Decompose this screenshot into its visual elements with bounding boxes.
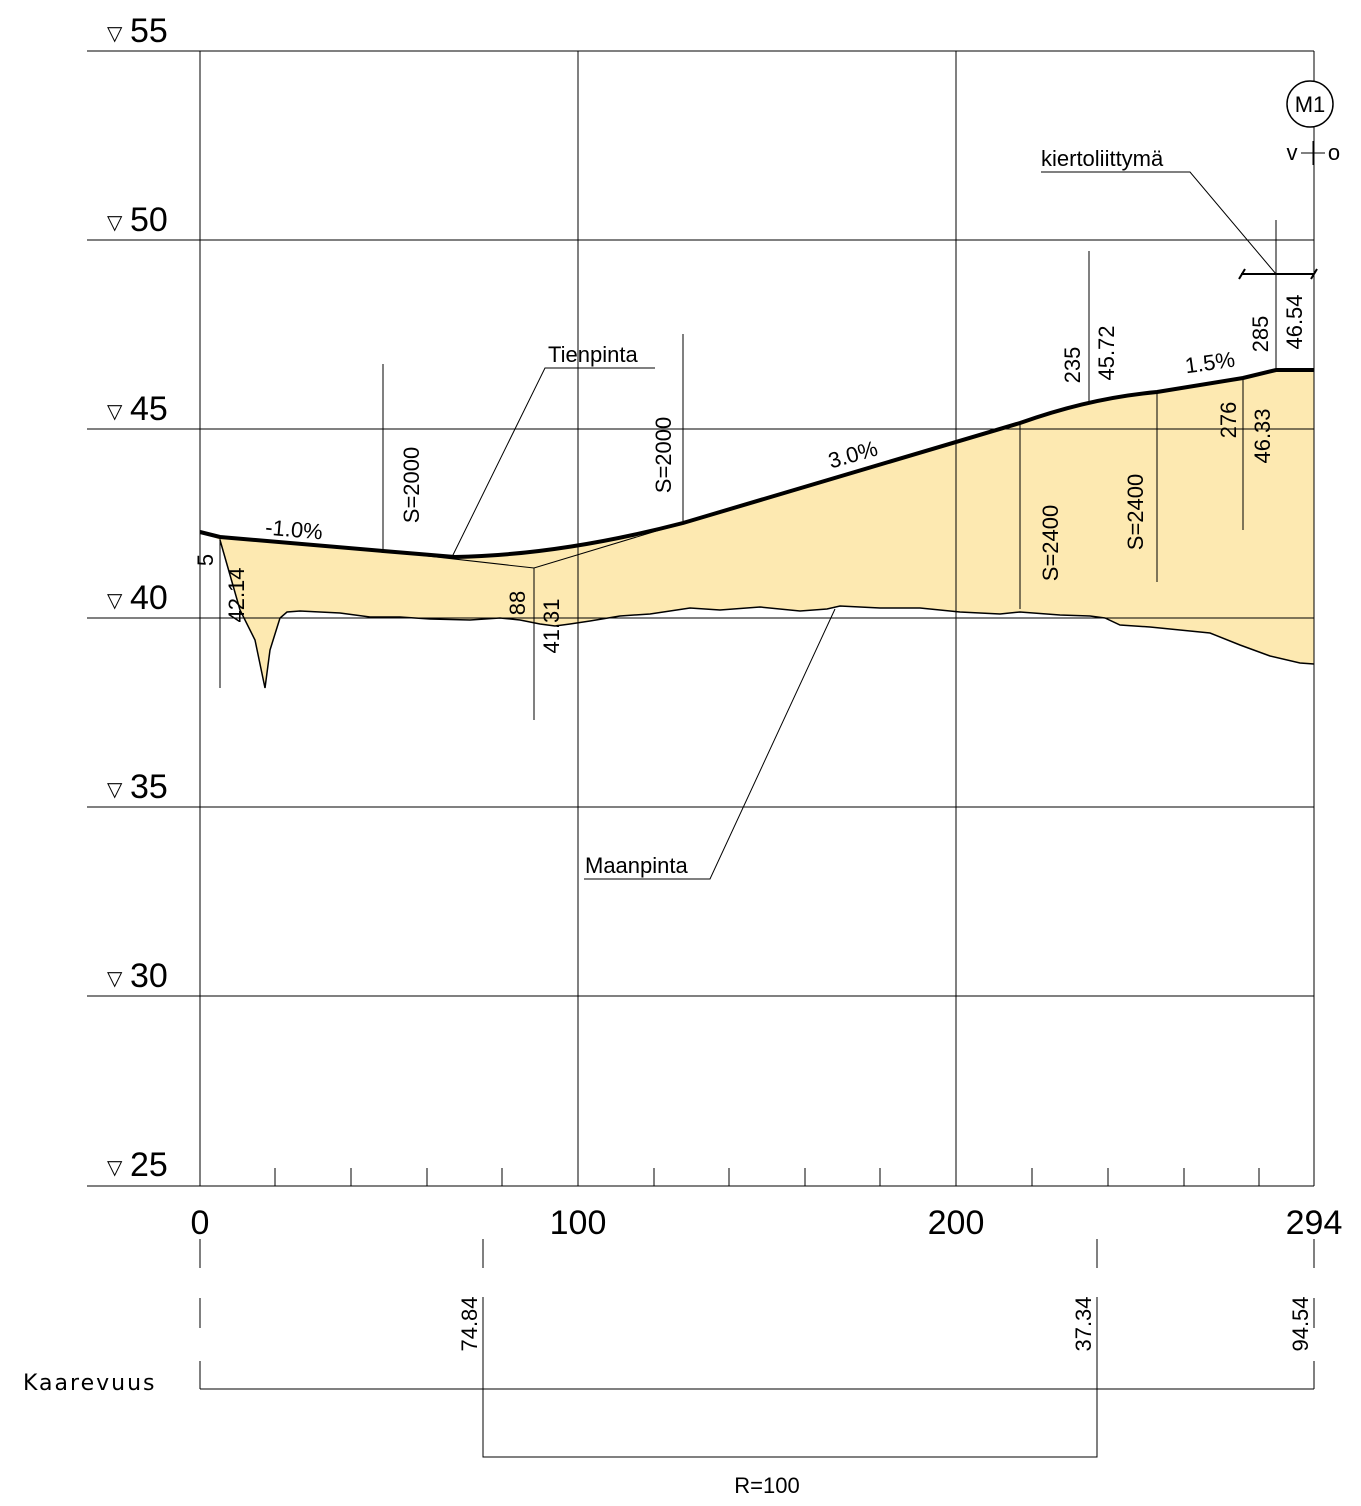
- elevation-label: 35: [130, 768, 168, 806]
- break-elevation: 42.14: [224, 567, 249, 622]
- curvature-value: 94.54: [1288, 1296, 1313, 1351]
- station-label: 0: [191, 1204, 210, 1242]
- curvature-value: 74.84: [457, 1296, 482, 1351]
- break-station: 235: [1060, 347, 1085, 384]
- vertical-curve-label: S=2000: [399, 447, 424, 523]
- marker-left: v: [1287, 140, 1298, 165]
- grade-label-1: -1.0%: [264, 515, 323, 545]
- road-surface-label: Tienpinta: [548, 342, 638, 367]
- break-elevation: 46.33: [1250, 408, 1275, 463]
- curvature-value: 37.34: [1071, 1296, 1096, 1351]
- svg-text:▽: ▽: [107, 779, 123, 801]
- break-elevation: 45.72: [1094, 325, 1119, 380]
- break-station: 5: [193, 554, 218, 566]
- earthwork-fill: [200, 370, 1314, 688]
- vertical-curve-label: S=2400: [1123, 474, 1148, 550]
- elevation-label: 45: [130, 390, 168, 428]
- elevation-label: 50: [130, 201, 168, 239]
- elevation-label: 55: [130, 12, 168, 50]
- break-station: 285: [1248, 316, 1273, 353]
- svg-text:▽: ▽: [107, 212, 123, 234]
- vertical-curve-label: S=2000: [651, 417, 676, 493]
- station-label: 294: [1286, 1204, 1343, 1242]
- reference-lines: [219, 220, 1277, 720]
- roundabout-label: kiertoliittymä: [1041, 146, 1164, 171]
- vertical-curve-label: S=2400: [1038, 505, 1063, 581]
- station-labels: 0 100 200 294: [191, 1204, 1343, 1242]
- station-label: 100: [550, 1204, 607, 1242]
- break-elevation: 41.31: [539, 598, 564, 653]
- elevation-labels: ▽ 55 ▽ 50 ▽ 45 ▽ 40 ▽ 35 ▽ 30 ▽ 25: [107, 12, 168, 1184]
- marker-right: o: [1328, 140, 1340, 165]
- break-station: 88: [505, 591, 530, 615]
- curvature-band: [199, 1239, 1315, 1458]
- station-ticks: [274, 1168, 1260, 1186]
- roundabout-bar: [1238, 268, 1318, 280]
- break-elevation: 46.54: [1282, 294, 1307, 349]
- svg-text:▽: ▽: [107, 1157, 123, 1179]
- svg-text:▽: ▽: [107, 401, 123, 423]
- grade-label-3: 1.5%: [1183, 347, 1236, 379]
- ground-surface-label: Maanpinta: [585, 853, 689, 878]
- curvature-row-label: Kaarevuus: [23, 1371, 156, 1396]
- elevation-label: 40: [130, 579, 168, 617]
- station-label: 200: [928, 1204, 985, 1242]
- station-gridlines: [199, 51, 1315, 1186]
- svg-text:▽: ▽: [107, 968, 123, 990]
- leader-lines: [451, 171, 1277, 880]
- elevation-gridlines: [87, 50, 1314, 1187]
- elevation-label: 30: [130, 957, 168, 995]
- svg-text:▽: ▽: [107, 23, 123, 45]
- m1-marker: M1 v o: [1286, 80, 1340, 165]
- marker-symbol: M1: [1295, 92, 1326, 117]
- radius-label: R=100: [734, 1473, 799, 1498]
- break-station: 276: [1216, 402, 1241, 439]
- svg-text:▽: ▽: [107, 590, 123, 612]
- elevation-label: 25: [130, 1146, 168, 1184]
- ground-surface-line: [219, 539, 1315, 689]
